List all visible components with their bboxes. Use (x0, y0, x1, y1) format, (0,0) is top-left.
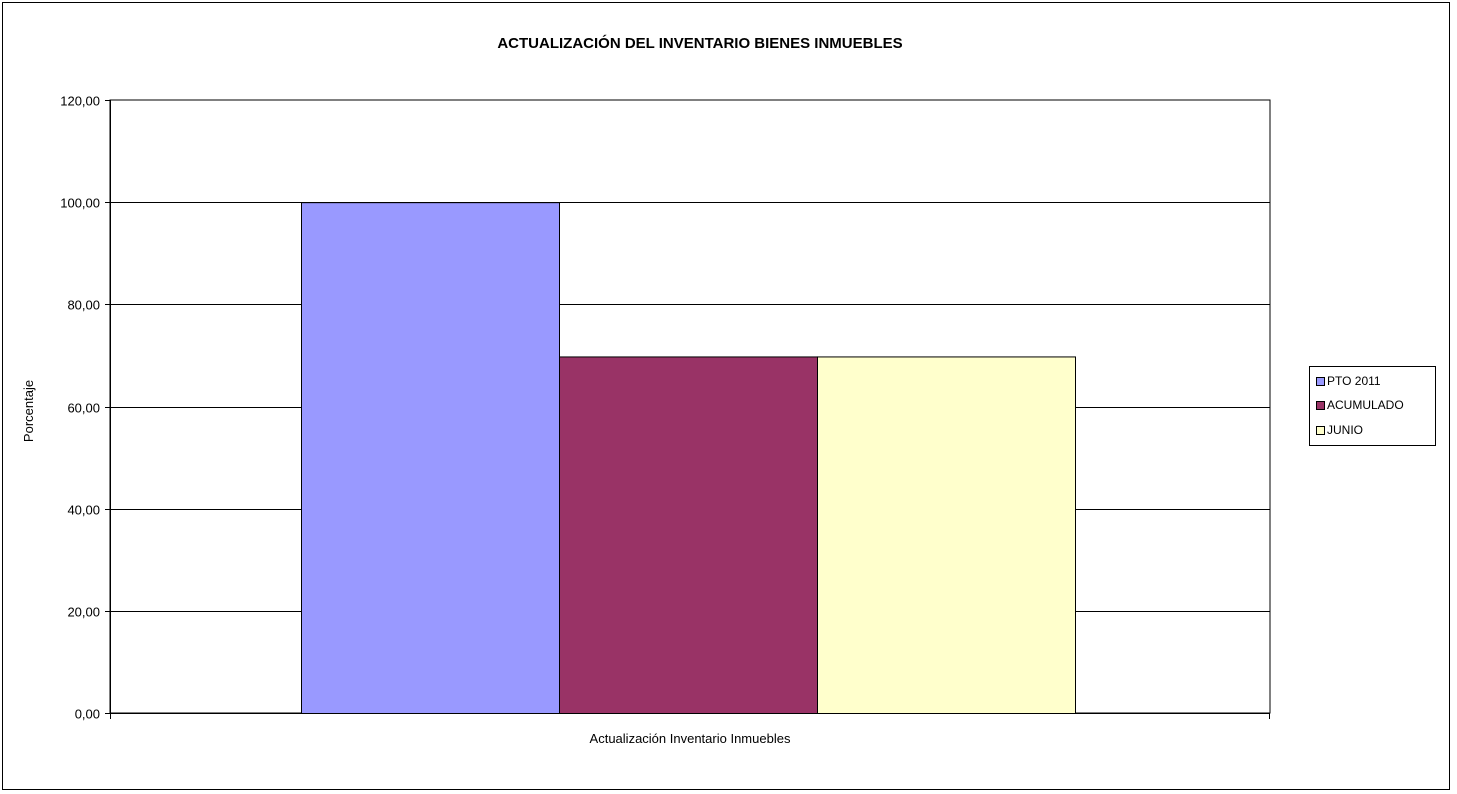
y-tick-label: 100,00 (60, 196, 100, 211)
y-tick-labels: 0,00 20,00 40,00 60,00 80,00 100,00 120,00 (60, 94, 100, 722)
legend-item-acumulado: ACUMULADO (1316, 397, 1404, 413)
legend-swatch-junio (1316, 425, 1325, 435)
bar-acumulado (559, 356, 818, 714)
legend-item-pto-2011: PTO 2011 (1316, 373, 1381, 389)
y-tick-label: 120,00 (60, 94, 100, 109)
y-tick-label: 80,00 (67, 298, 100, 313)
bars (301, 202, 1076, 715)
legend-swatch-acumulado (1316, 400, 1325, 410)
legend-label-acumulado: ACUMULADO (1327, 398, 1404, 412)
legend-item-junio: JUNIO (1316, 422, 1363, 438)
legend-label-junio: JUNIO (1327, 423, 1363, 437)
y-axis-label: Porcentaje (21, 380, 36, 442)
y-tick-label: 20,00 (67, 605, 100, 620)
axes (105, 100, 1270, 719)
y-tick-label: 40,00 (67, 503, 100, 518)
chart-title: ACTUALIZACIÓN DEL INVENTARIO BIENES INMU… (497, 34, 902, 52)
legend: PTO 2011 ACUMULADO JUNIO (1309, 366, 1436, 446)
x-axis-label: Actualización Inventario Inmuebles (590, 731, 791, 746)
legend-label-pto-2011: PTO 2011 (1327, 374, 1381, 388)
legend-swatch-pto-2011 (1316, 376, 1325, 386)
bar-pto-2011 (301, 202, 560, 715)
bar-junio (817, 356, 1076, 714)
y-tick-label: 0,00 (75, 707, 100, 722)
y-tick-label: 60,00 (67, 401, 100, 416)
